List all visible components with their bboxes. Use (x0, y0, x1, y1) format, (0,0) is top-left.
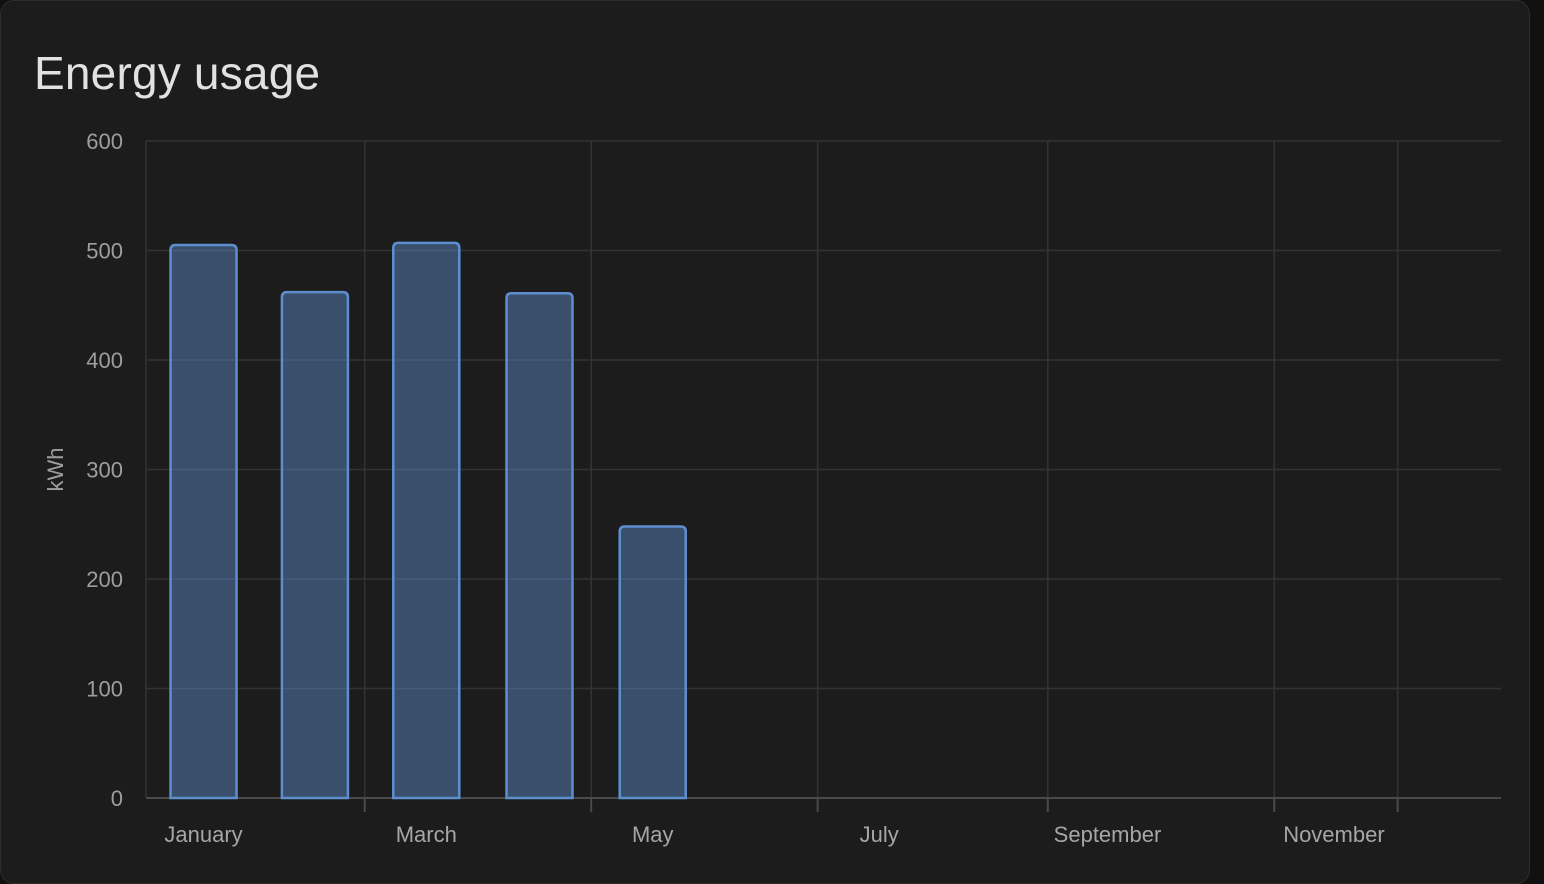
y-tick-label: 200 (86, 567, 123, 592)
x-tick-label: March (396, 822, 457, 847)
y-tick-label: 0 (111, 786, 123, 811)
y-tick-label: 300 (86, 458, 123, 483)
card-title: Energy usage (34, 47, 321, 99)
x-tick-label: July (860, 822, 899, 847)
y-tick-label: 600 (86, 129, 123, 154)
y-tick-label: 500 (86, 239, 123, 264)
bar-january (169, 243, 238, 800)
bar-may (618, 525, 687, 800)
x-tick-label: January (164, 822, 242, 847)
x-tick-label: November (1283, 822, 1384, 847)
bar-february (280, 290, 350, 800)
x-tick-label: September (1054, 822, 1162, 847)
y-tick-label: 100 (86, 677, 123, 702)
x-tick-label: May (632, 822, 674, 847)
y-tick-label: 400 (86, 348, 123, 373)
bar-march (392, 241, 461, 800)
y-axis-title: kWh (43, 448, 68, 492)
energy-usage-chart: 0 100 200 300 400 500 600 January March May July Se… (43, 129, 1501, 847)
bar-april (505, 291, 574, 800)
